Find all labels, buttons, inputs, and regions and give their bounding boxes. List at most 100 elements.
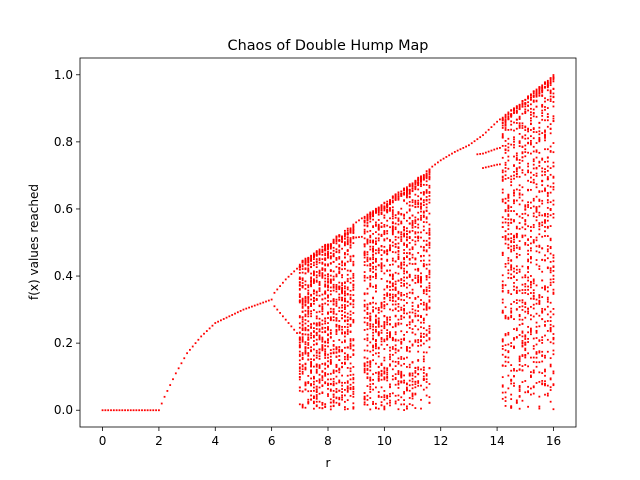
data-point xyxy=(527,258,529,261)
data-point xyxy=(501,280,504,283)
data-point xyxy=(372,310,374,313)
data-point xyxy=(363,221,366,224)
data-point xyxy=(363,329,366,331)
data-point xyxy=(352,280,355,282)
data-point xyxy=(346,356,349,359)
data-point xyxy=(400,261,403,264)
data-point xyxy=(369,325,372,328)
data-point xyxy=(349,367,352,370)
data-point xyxy=(369,285,372,288)
data-point xyxy=(535,150,538,153)
data-point xyxy=(507,218,510,221)
data-point xyxy=(307,382,310,385)
data-point xyxy=(507,193,510,196)
data-point xyxy=(329,405,332,408)
data-point xyxy=(386,206,389,209)
data-point xyxy=(411,392,414,395)
data-point xyxy=(329,383,332,386)
data-point xyxy=(282,315,284,318)
data-point xyxy=(363,365,366,368)
data-point xyxy=(341,284,343,287)
data-point xyxy=(386,369,389,371)
data-point xyxy=(372,265,374,268)
data-point xyxy=(510,245,513,248)
data-point xyxy=(521,292,524,295)
data-point xyxy=(521,136,524,139)
data-point xyxy=(349,383,352,386)
data-point xyxy=(338,350,341,353)
data-point xyxy=(524,129,527,131)
data-point xyxy=(369,379,372,382)
data-point xyxy=(129,409,132,412)
data-point xyxy=(318,317,321,320)
data-point xyxy=(552,384,555,387)
data-point xyxy=(372,275,374,278)
data-point xyxy=(535,175,538,177)
data-point xyxy=(349,394,352,397)
data-point xyxy=(549,252,552,255)
data-point xyxy=(327,353,329,356)
data-point xyxy=(549,92,552,95)
data-point xyxy=(346,278,349,280)
data-point xyxy=(324,291,327,294)
data-point xyxy=(346,280,349,283)
data-point xyxy=(535,219,538,222)
data-point xyxy=(344,242,346,245)
data-point xyxy=(352,321,355,324)
data-point xyxy=(391,348,394,350)
data-point xyxy=(391,326,394,329)
data-point xyxy=(397,310,400,312)
data-point xyxy=(459,148,462,151)
data-point xyxy=(394,338,397,341)
data-point xyxy=(400,374,403,377)
data-point xyxy=(341,247,343,250)
data-point xyxy=(315,251,318,254)
data-point xyxy=(518,358,521,361)
data-point xyxy=(321,407,324,410)
data-point xyxy=(363,232,366,235)
data-point xyxy=(532,282,535,285)
data-point xyxy=(301,277,304,280)
data-point xyxy=(425,232,428,235)
data-point xyxy=(532,226,535,229)
data-point xyxy=(307,342,310,344)
data-point xyxy=(284,318,287,321)
data-point xyxy=(504,344,507,347)
data-point xyxy=(321,327,324,330)
data-point xyxy=(406,405,408,408)
data-point xyxy=(544,356,546,359)
data-point xyxy=(406,292,408,295)
data-point xyxy=(507,196,510,199)
data-point xyxy=(538,160,541,163)
data-point xyxy=(403,299,405,302)
data-point xyxy=(298,359,301,362)
data-point xyxy=(552,370,555,373)
data-point xyxy=(422,193,425,196)
data-point xyxy=(546,320,549,322)
data-point xyxy=(549,377,552,380)
data-point xyxy=(352,388,355,390)
data-point xyxy=(375,345,377,348)
data-point xyxy=(321,319,324,322)
data-point xyxy=(408,284,411,287)
data-point xyxy=(400,195,403,197)
data-point xyxy=(313,380,315,383)
data-point xyxy=(329,243,332,246)
data-point xyxy=(363,219,366,222)
data-point xyxy=(366,240,369,243)
data-point xyxy=(521,299,524,302)
data-point xyxy=(428,173,431,176)
data-point xyxy=(307,401,310,403)
data-point xyxy=(428,284,431,287)
data-point xyxy=(504,201,507,204)
data-point xyxy=(341,341,343,344)
data-point xyxy=(425,374,428,377)
data-point xyxy=(428,191,431,193)
data-point xyxy=(377,228,380,231)
data-point xyxy=(549,123,552,126)
data-point xyxy=(403,337,405,340)
data-point xyxy=(318,386,321,389)
data-point xyxy=(420,205,422,208)
data-point xyxy=(346,380,349,383)
data-point xyxy=(538,325,541,328)
